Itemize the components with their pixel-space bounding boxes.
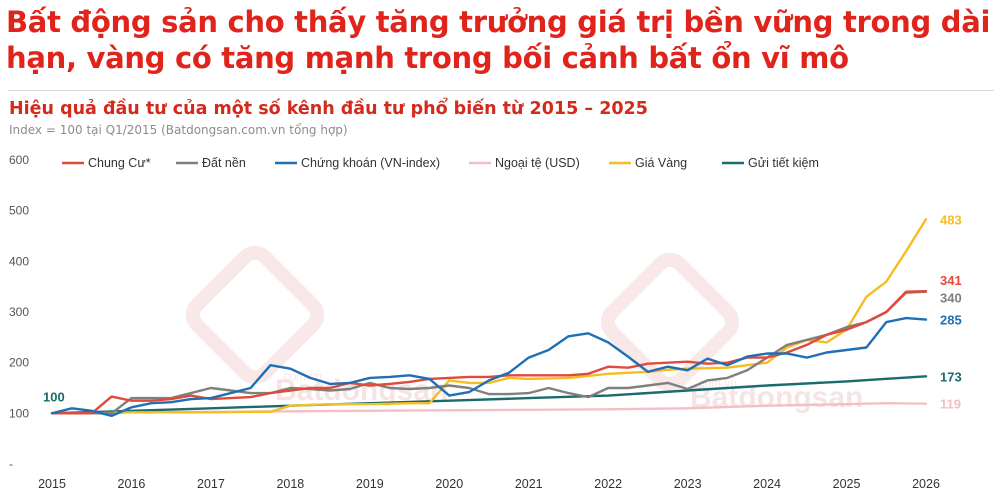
watermark-brand: Batdongsan bbox=[690, 381, 863, 414]
watermark-logo-icon bbox=[600, 252, 740, 392]
y-tick-label: 600 bbox=[9, 153, 29, 167]
y-tick-label: 200 bbox=[9, 356, 29, 370]
legend-label: Gửi tiết kiệm bbox=[748, 156, 819, 170]
x-tick-label: 2016 bbox=[118, 477, 146, 491]
series-end-label: 285 bbox=[940, 313, 962, 328]
chart-subtitle: Index = 100 tại Q1/2015 (Batdongsan.com.… bbox=[9, 123, 348, 137]
series-line bbox=[50, 316, 928, 418]
x-tick-label: 2026 bbox=[912, 477, 940, 491]
watermark-suffix: .com.vn bbox=[695, 376, 737, 390]
x-tick-label: 2019 bbox=[356, 477, 384, 491]
y-tick-label: - bbox=[9, 457, 13, 471]
legend-label: Chung Cư* bbox=[88, 156, 151, 170]
legend-label: Giá Vàng bbox=[635, 156, 687, 170]
x-tick-label: 2018 bbox=[276, 477, 304, 491]
x-tick-label: 2022 bbox=[594, 477, 622, 491]
series-line bbox=[50, 375, 928, 415]
headline: Bất động sản cho thấy tăng trưởng giá tr… bbox=[6, 5, 991, 75]
series-line bbox=[50, 290, 928, 415]
series-end-label: 483 bbox=[940, 212, 962, 227]
series-end-label: 341 bbox=[940, 273, 962, 288]
series-end-label: 119 bbox=[940, 397, 961, 412]
series-line bbox=[50, 218, 928, 415]
y-tick-label: 100 bbox=[9, 406, 29, 420]
y-tick-label: 400 bbox=[9, 254, 29, 268]
x-tick-label: 2025 bbox=[833, 477, 861, 491]
start-label: 100 bbox=[43, 389, 65, 404]
series-end-label: 340 bbox=[940, 291, 962, 306]
x-tick-label: 2021 bbox=[515, 477, 543, 491]
x-tick-label: 2015 bbox=[38, 477, 66, 491]
x-tick-label: 2020 bbox=[435, 477, 463, 491]
chart-title: Hiệu quả đầu tư của một số kênh đầu tư p… bbox=[9, 99, 648, 119]
x-tick-label: 2024 bbox=[753, 477, 781, 491]
x-tick-label: 2017 bbox=[197, 477, 225, 491]
series-end-label: 173 bbox=[940, 369, 962, 384]
watermark-logo-icon bbox=[185, 245, 325, 385]
legend-label: Ngoại tệ (USD) bbox=[495, 156, 580, 170]
legend-label: Chứng khoán (VN-index) bbox=[301, 156, 440, 170]
x-tick-label: 2023 bbox=[674, 477, 702, 491]
y-tick-label: 500 bbox=[9, 204, 29, 218]
y-tick-label: 300 bbox=[9, 305, 29, 319]
watermark-suffix: .com.vn bbox=[280, 369, 322, 383]
divider bbox=[8, 90, 994, 91]
legend-label: Đất nền bbox=[202, 156, 246, 170]
